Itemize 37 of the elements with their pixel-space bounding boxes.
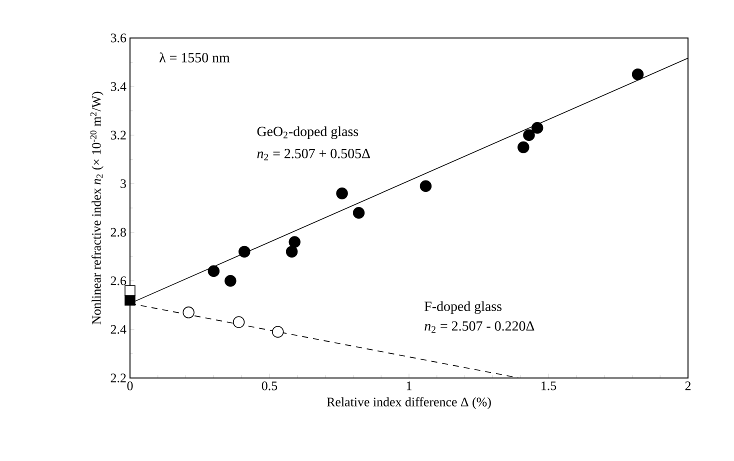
point: [420, 180, 432, 192]
point: [632, 68, 644, 80]
point: [531, 122, 544, 134]
point: [232, 316, 245, 328]
y-tick-label: 2.4: [110, 325, 126, 334]
x-tick-label: 1.5: [542, 382, 556, 390]
point: [352, 206, 365, 219]
y-tick-label: 2.2: [110, 374, 126, 382]
point: [523, 129, 535, 142]
annotation: GeO$_{2}$-doped glass: [257, 126, 358, 140]
point: [224, 274, 236, 287]
x-tick-label: 2: [685, 382, 691, 390]
annotation: λ = 1550 nm: [159, 52, 230, 62]
point: [286, 246, 298, 258]
y-tick-label: 3.2: [110, 130, 126, 140]
point: [208, 265, 220, 278]
point: [124, 285, 136, 296]
point: [518, 141, 530, 154]
y-tick-label: 2.6: [110, 276, 126, 286]
point: [288, 236, 300, 248]
x-tick-label: 1: [406, 382, 412, 390]
y-tick-label: 3.6: [110, 34, 126, 42]
y-tick-label: 3.4: [110, 82, 126, 91]
x-axis-title: Relative index difference Δ (%): [326, 397, 491, 410]
y-tick-label: 3: [120, 179, 126, 188]
annotation: F-doped glass: [424, 301, 502, 314]
point: [272, 326, 284, 338]
point: [182, 306, 194, 318]
x-tick-label: 0: [127, 382, 133, 390]
point: [124, 294, 136, 306]
annotation: n$_{2}$ = 2.507 - 0.220Δ: [424, 321, 534, 333]
point: [336, 188, 348, 200]
x-tick-label: 0.5: [262, 382, 278, 390]
point: [238, 246, 250, 258]
y-tick-label: 2.8: [110, 228, 126, 237]
y-axis-title: Nonlinear refractive index n$_{2}$ (× 10$^{-20}$ m$^{2}$/W): [90, 92, 104, 324]
annotation: n$_{2}$ = 2.507 + 0.505Δ: [257, 148, 370, 160]
